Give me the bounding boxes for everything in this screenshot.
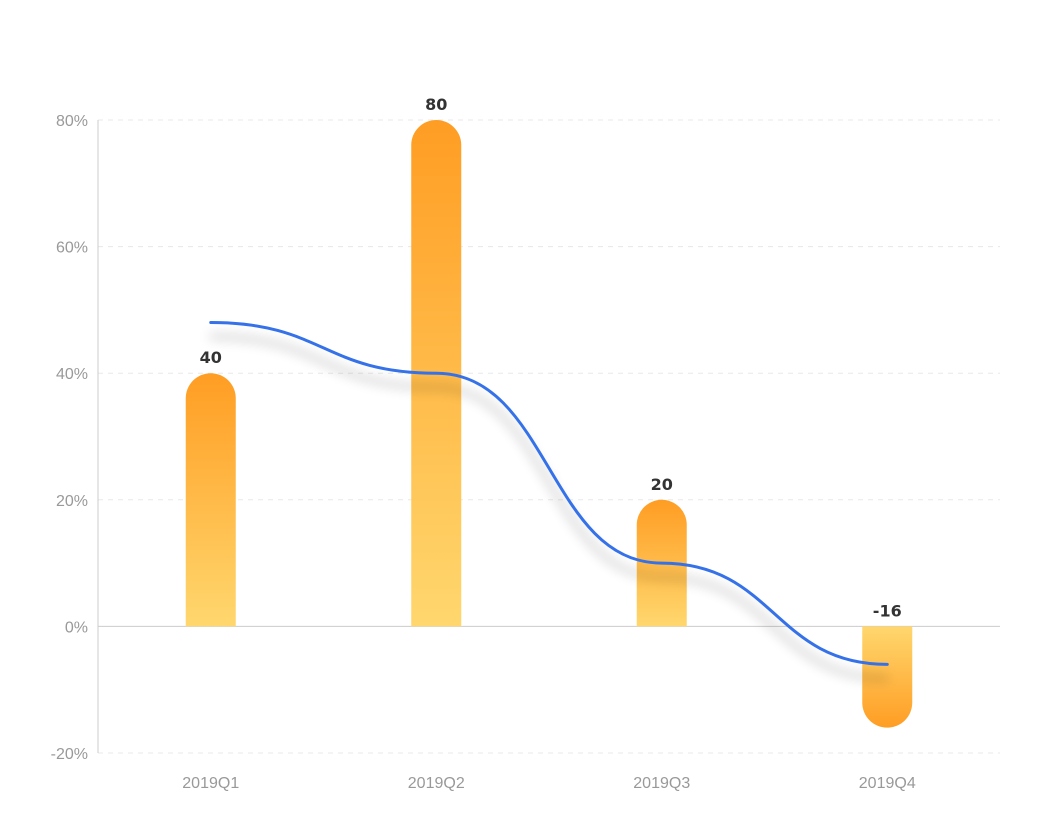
y-tick-label: 20% xyxy=(56,493,88,510)
label-layer: 40 80 20 -16 xyxy=(200,95,902,620)
x-tick-label: 2019Q2 xyxy=(408,775,465,792)
y-tick-label: 80% xyxy=(56,113,88,130)
grid-layer xyxy=(98,119,1000,754)
bar-data-label: 40 xyxy=(200,348,222,367)
line-series xyxy=(209,321,889,666)
bar-2019Q4 xyxy=(862,626,913,728)
y-tick-label: 60% xyxy=(56,240,88,257)
x-tick-label: 2019Q4 xyxy=(859,775,916,792)
y-tick-label: -20% xyxy=(51,746,88,763)
x-tick-label: 2019Q1 xyxy=(182,775,239,792)
y-tick-label: 0% xyxy=(65,619,88,636)
bar-data-label: 20 xyxy=(651,475,673,494)
line-layer xyxy=(209,321,889,666)
x-tick-label: 2019Q3 xyxy=(633,775,690,792)
bar-data-label: 80 xyxy=(425,95,447,114)
axis-layer: -20% 0% 20% 40% 60% 80% 2019Q1 2019Q2 2019Q3 2019… xyxy=(51,113,1000,792)
y-tick-label: 40% xyxy=(56,366,88,383)
bar-data-label: -16 xyxy=(873,601,902,620)
bar-2019Q1 xyxy=(185,373,236,627)
